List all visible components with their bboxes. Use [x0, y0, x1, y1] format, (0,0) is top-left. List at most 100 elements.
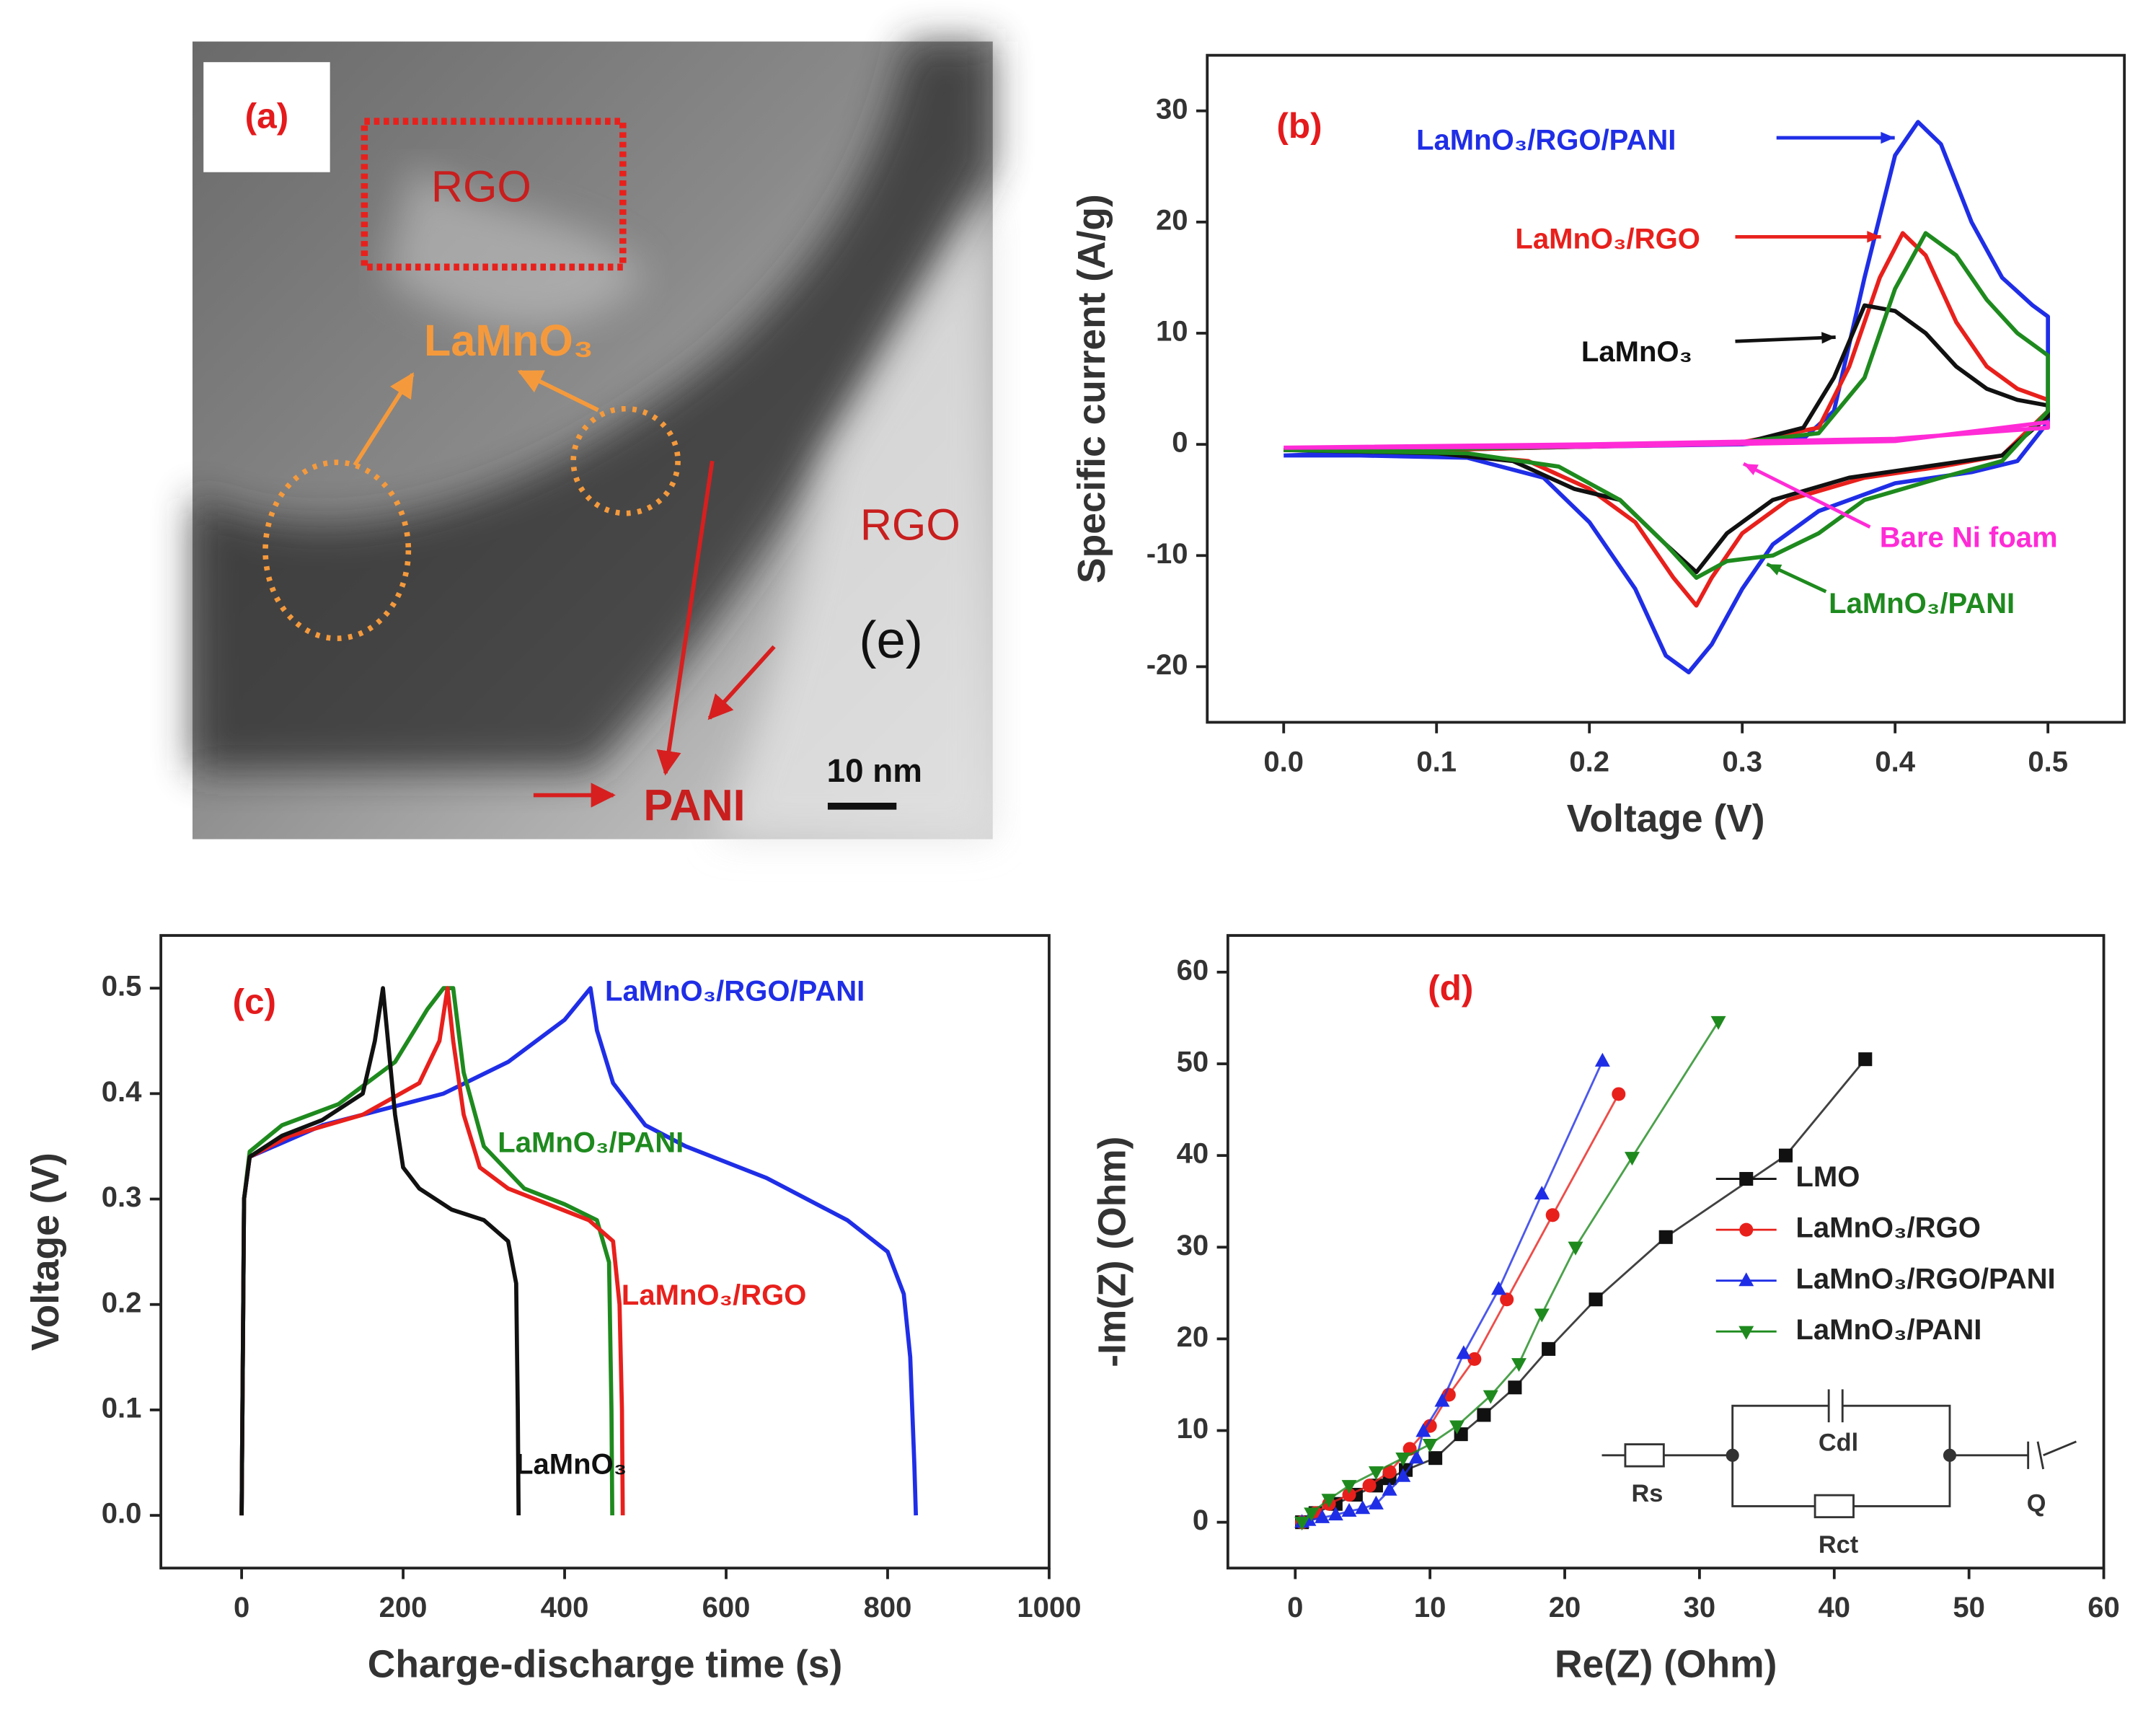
y-tick-label: 40 — [1177, 1138, 1209, 1170]
x-tick-label: 0.2 — [1569, 746, 1609, 777]
series-arrowhead — [1821, 332, 1836, 344]
marker — [1415, 1423, 1431, 1437]
series-label: LaMnO₃/RGO/PANI — [605, 976, 865, 1008]
series-line — [1302, 1060, 1604, 1524]
marker — [1739, 1272, 1754, 1287]
region-label: RGO — [860, 501, 960, 550]
dark-region — [192, 41, 993, 771]
panel-label: (c) — [232, 981, 276, 1021]
marker — [1321, 1494, 1337, 1508]
marker — [1477, 1408, 1491, 1422]
x-axis-title: Re(Z) (Ohm) — [1555, 1644, 1777, 1686]
marker — [1500, 1292, 1514, 1307]
marker — [1710, 1015, 1726, 1030]
panel-label: (b) — [1276, 105, 1322, 146]
y-tick-label: 20 — [1156, 204, 1188, 236]
x-tick-label: 30 — [1684, 1592, 1716, 1623]
marker — [1355, 1500, 1371, 1515]
marker — [1342, 1487, 1356, 1502]
region-label: LaMnO₃ — [424, 316, 593, 365]
region-label: RGO — [431, 162, 531, 211]
marker — [1456, 1345, 1472, 1359]
series-line — [239, 986, 625, 1516]
marker — [1368, 1466, 1384, 1481]
marker — [1545, 1208, 1560, 1222]
particle-circle — [570, 405, 681, 516]
series-arrowhead — [1881, 131, 1895, 144]
series-line — [1284, 231, 2051, 580]
y-axis-title: Voltage (V) — [25, 1153, 67, 1351]
x-tick-label: 0 — [1287, 1592, 1303, 1623]
x-tick-label: 0.3 — [1722, 746, 1762, 777]
marker — [1778, 1148, 1793, 1163]
cpe — [2027, 1441, 2045, 1470]
marker — [1658, 1230, 1673, 1244]
y-tick-label: 30 — [1156, 93, 1188, 125]
series-arrow — [1735, 335, 1836, 343]
series-label: LaMnO₃/RGO — [1515, 224, 1700, 255]
marker — [1568, 1241, 1583, 1256]
x-tick-label: 0.4 — [1875, 746, 1915, 777]
y-tick-label: 0.3 — [102, 1181, 142, 1213]
rgo-box — [361, 118, 627, 271]
plot-frame — [1226, 934, 2106, 1570]
node — [1726, 1448, 1739, 1462]
marker — [1441, 1388, 1456, 1402]
marker — [1304, 1507, 1320, 1522]
panel-label: (a) — [245, 95, 289, 136]
marker — [1594, 1052, 1610, 1067]
x-tick-label: 60 — [2087, 1592, 2120, 1623]
marker — [1624, 1152, 1640, 1166]
marker — [1534, 1308, 1550, 1323]
x-tick-label: 20 — [1549, 1592, 1581, 1623]
marker — [1511, 1358, 1527, 1372]
y-axis-title: Specific current (A/g) — [1071, 194, 1113, 583]
arrow — [656, 460, 715, 776]
x-tick-label: 400 — [541, 1592, 589, 1623]
marker — [1294, 1517, 1310, 1531]
marker — [1739, 1172, 1754, 1186]
marker — [1395, 1468, 1411, 1482]
plot-frame — [159, 934, 1051, 1570]
panel-label: (d) — [1428, 967, 1473, 1008]
y-tick-label: 50 — [1177, 1046, 1209, 1078]
marker — [1368, 1495, 1384, 1510]
light-region — [384, 165, 647, 327]
marker — [1739, 1222, 1754, 1237]
marker — [1508, 1380, 1522, 1395]
series-label: LaMnO₃/RGO — [622, 1279, 806, 1311]
y-axis-title: -Im(Z) (Ohm) — [1092, 1137, 1134, 1367]
series-line — [239, 986, 521, 1516]
circuit-label: Rs — [1632, 1480, 1664, 1507]
y-tick-label: 0.2 — [102, 1287, 142, 1318]
marker — [1483, 1390, 1498, 1404]
series-line — [1301, 1021, 1720, 1523]
marker — [1449, 1420, 1465, 1434]
chart: 0 200 400 600 800 1000 0.0 0.1 0.2 0.3 0.4 0.5 Charg… — [25, 934, 1081, 1686]
series-line — [1301, 1058, 1866, 1523]
y-tick-label: 0.5 — [102, 971, 142, 1002]
arrow — [517, 369, 599, 413]
marker — [1534, 1186, 1550, 1200]
scale-bar-label: 10 nm — [827, 752, 922, 789]
series-line — [1301, 1093, 1620, 1523]
region-label: PANI — [643, 781, 745, 830]
marker — [1315, 1509, 1330, 1523]
series-line — [1284, 420, 2051, 450]
legend-label: LMO — [1795, 1161, 1860, 1193]
series-arrow — [1742, 462, 1871, 529]
circuit-label: Rct — [1819, 1531, 1858, 1559]
x-tick-label: 40 — [1819, 1592, 1851, 1623]
marker — [1589, 1292, 1603, 1307]
rgo-region — [715, 193, 993, 839]
series-label: LaMnO₃/PANI — [498, 1127, 684, 1158]
x-axis-title: Charge-discharge time (s) — [368, 1644, 842, 1686]
series-label: LaMnO₃ — [1581, 336, 1692, 368]
series-line — [1284, 120, 2051, 674]
x-tick-label: 1000 — [1017, 1592, 1081, 1623]
marker — [1434, 1393, 1450, 1407]
legend-label: LaMnO₃/PANI — [1795, 1314, 1982, 1346]
x-tick-label: 0 — [234, 1592, 249, 1623]
y-tick-label: 0.1 — [102, 1393, 142, 1424]
